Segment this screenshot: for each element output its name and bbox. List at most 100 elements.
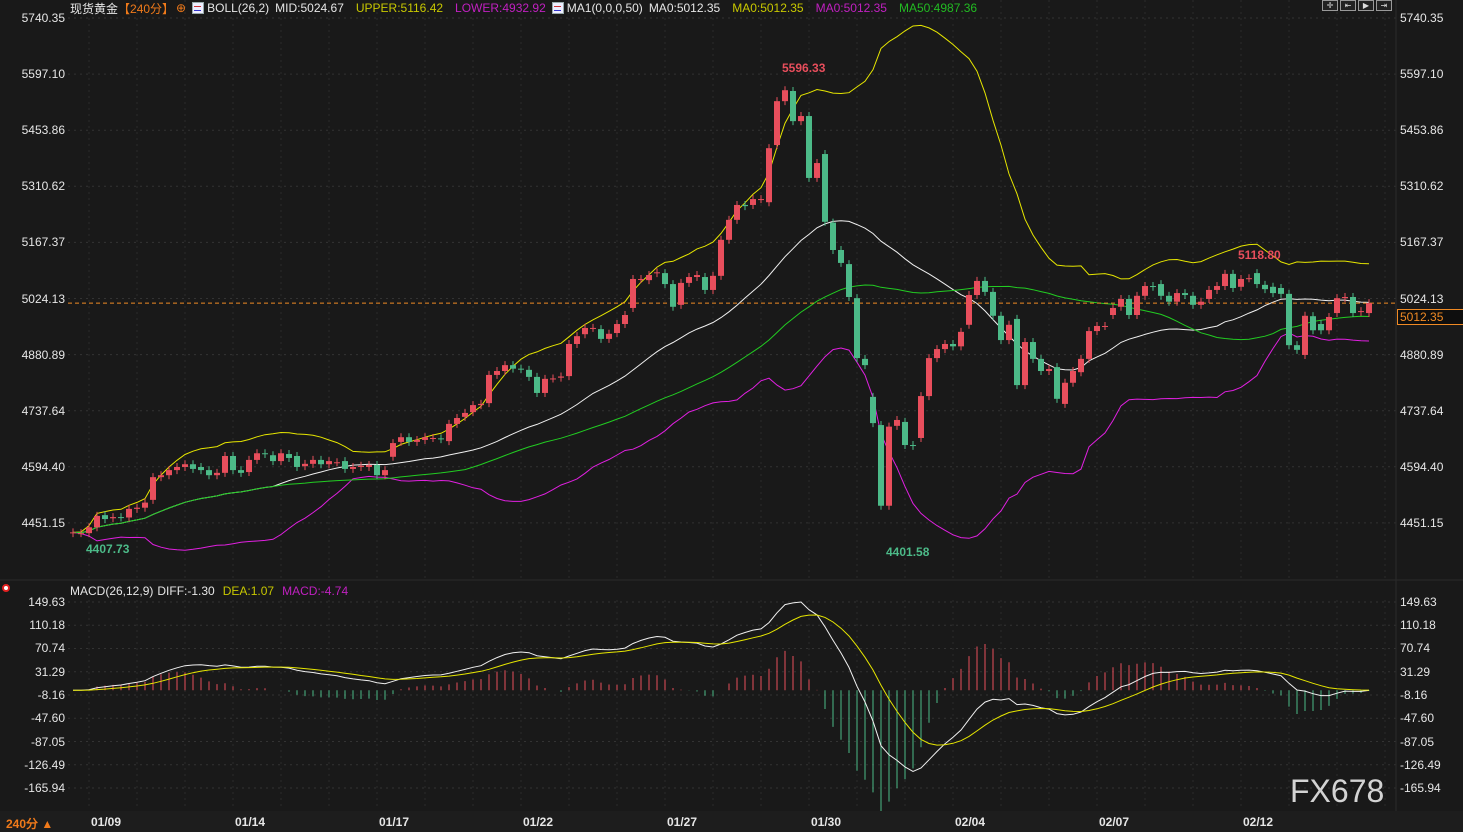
candle-body [606, 333, 612, 339]
candle-body [582, 327, 588, 335]
candle-body [1342, 296, 1348, 299]
candle-body [414, 439, 420, 442]
candle-body [550, 378, 556, 380]
goto-end-icon[interactable]: ⇥ [1376, 0, 1392, 11]
candle-body [1270, 286, 1276, 294]
candle-body [1222, 273, 1228, 287]
period-selector[interactable]: 240分 ▲ [6, 817, 54, 831]
candle-body [214, 472, 220, 476]
boll-settings-icon[interactable] [192, 2, 205, 14]
candle-body [118, 517, 124, 519]
candle-body [990, 291, 996, 316]
candle-body [974, 280, 980, 296]
candle-body [406, 437, 412, 442]
price-tick-right: 5310.62 [1400, 179, 1444, 194]
boll-mid-line [72, 220, 1370, 534]
candle-body [286, 454, 292, 458]
ma-label[interactable]: MA1(0,0,0,50) [566, 1, 643, 15]
candle-body [1030, 342, 1036, 359]
macd-label[interactable]: MACD(26,12,9) [70, 584, 154, 598]
candle-body [542, 378, 548, 393]
candle-body [158, 475, 164, 478]
candle-body [1014, 318, 1020, 386]
crosshair-circle-icon[interactable]: ⊕ [176, 1, 187, 15]
boll-mid: MID:5024.67 [275, 1, 344, 15]
boll-lower-line [72, 332, 1370, 551]
candle-body [734, 204, 740, 220]
macd-diff: DIFF:-1.30 [157, 584, 215, 598]
candle-body [566, 343, 572, 377]
ma-settings-icon[interactable] [551, 2, 564, 14]
candle-body [1318, 324, 1324, 331]
candle-body [478, 403, 484, 406]
candle-body [742, 204, 748, 207]
candle-body [774, 101, 780, 146]
macd-tick-right: 149.63 [1400, 595, 1437, 609]
candle-body [310, 459, 316, 464]
zoom-start-icon[interactable]: ⇤ [1340, 0, 1356, 11]
ma50-line [72, 284, 1370, 534]
candle-body [1326, 316, 1332, 331]
candle-body [518, 368, 524, 370]
boll-label[interactable]: BOLL(26,2) [207, 1, 270, 15]
date-tick: 02/12 [1243, 815, 1274, 829]
candle-body [702, 277, 708, 290]
candle-body [534, 376, 540, 393]
macd-tick-left: 31.29 [34, 664, 65, 679]
candle-body [694, 275, 700, 278]
candle-body [366, 465, 372, 467]
candle-body [318, 459, 324, 465]
record-icon[interactable] [2, 584, 10, 592]
candle-body [230, 456, 236, 471]
candle-body [950, 343, 956, 347]
date-tick: 01/22 [523, 815, 554, 829]
macd-legend: MACD(26,12,9) DIFF:-1.30 DEA:1.07 MACD:-… [70, 584, 348, 598]
candle-body [430, 437, 436, 439]
macd-tick-left: -165.94 [24, 781, 65, 795]
price-tick-left: 5024.13 [21, 291, 65, 306]
ma0-yellow: MA0:5012.35 [732, 1, 804, 15]
candle-body [806, 116, 812, 178]
price-tick-left: 5453.86 [21, 123, 65, 138]
candle-body [862, 358, 868, 366]
candle-body [1214, 286, 1220, 290]
price-tick-right: 5024.13 [1400, 291, 1444, 306]
candle-body [1166, 295, 1172, 302]
candle-body [558, 376, 564, 378]
date-tick: 01/27 [667, 815, 698, 829]
candle-body [198, 466, 204, 471]
macd-tick-right: 31.29 [1400, 664, 1431, 679]
date-tick: 01/14 [235, 815, 266, 829]
price-tick-right: 5740.35 [1400, 11, 1444, 25]
price-tick-right: 4594.40 [1400, 459, 1444, 474]
candle-body [1286, 293, 1292, 346]
candle-body [438, 438, 444, 440]
candle-body [726, 219, 732, 240]
candle-body [1262, 284, 1268, 290]
candle-body [1182, 293, 1188, 296]
candle-body [294, 456, 300, 467]
candle-body [1094, 325, 1100, 332]
macd-tick-left: -126.49 [24, 757, 65, 772]
candle-body [942, 343, 948, 350]
macd-tick-left: -8.16 [37, 688, 65, 702]
price-tick-left: 4880.89 [21, 347, 65, 362]
candle-body [1038, 358, 1044, 372]
candle-body [1190, 295, 1196, 305]
candle-body [1142, 286, 1148, 296]
candle-body [638, 278, 644, 280]
play-icon[interactable]: ▶ [1358, 0, 1374, 11]
candle-body [1054, 367, 1060, 399]
price-tick-left: 5310.62 [21, 179, 65, 194]
candle-body [1238, 278, 1244, 287]
candle-body [302, 463, 308, 467]
candle-body [334, 462, 340, 464]
crosshair-icon[interactable]: ✛ [1322, 0, 1338, 11]
candle-body [838, 249, 844, 263]
candle-body [886, 426, 892, 506]
candle-body [102, 515, 108, 520]
price-tick-left: 4451.15 [21, 515, 65, 530]
candle-body [326, 461, 332, 465]
candle-body [1278, 287, 1284, 294]
